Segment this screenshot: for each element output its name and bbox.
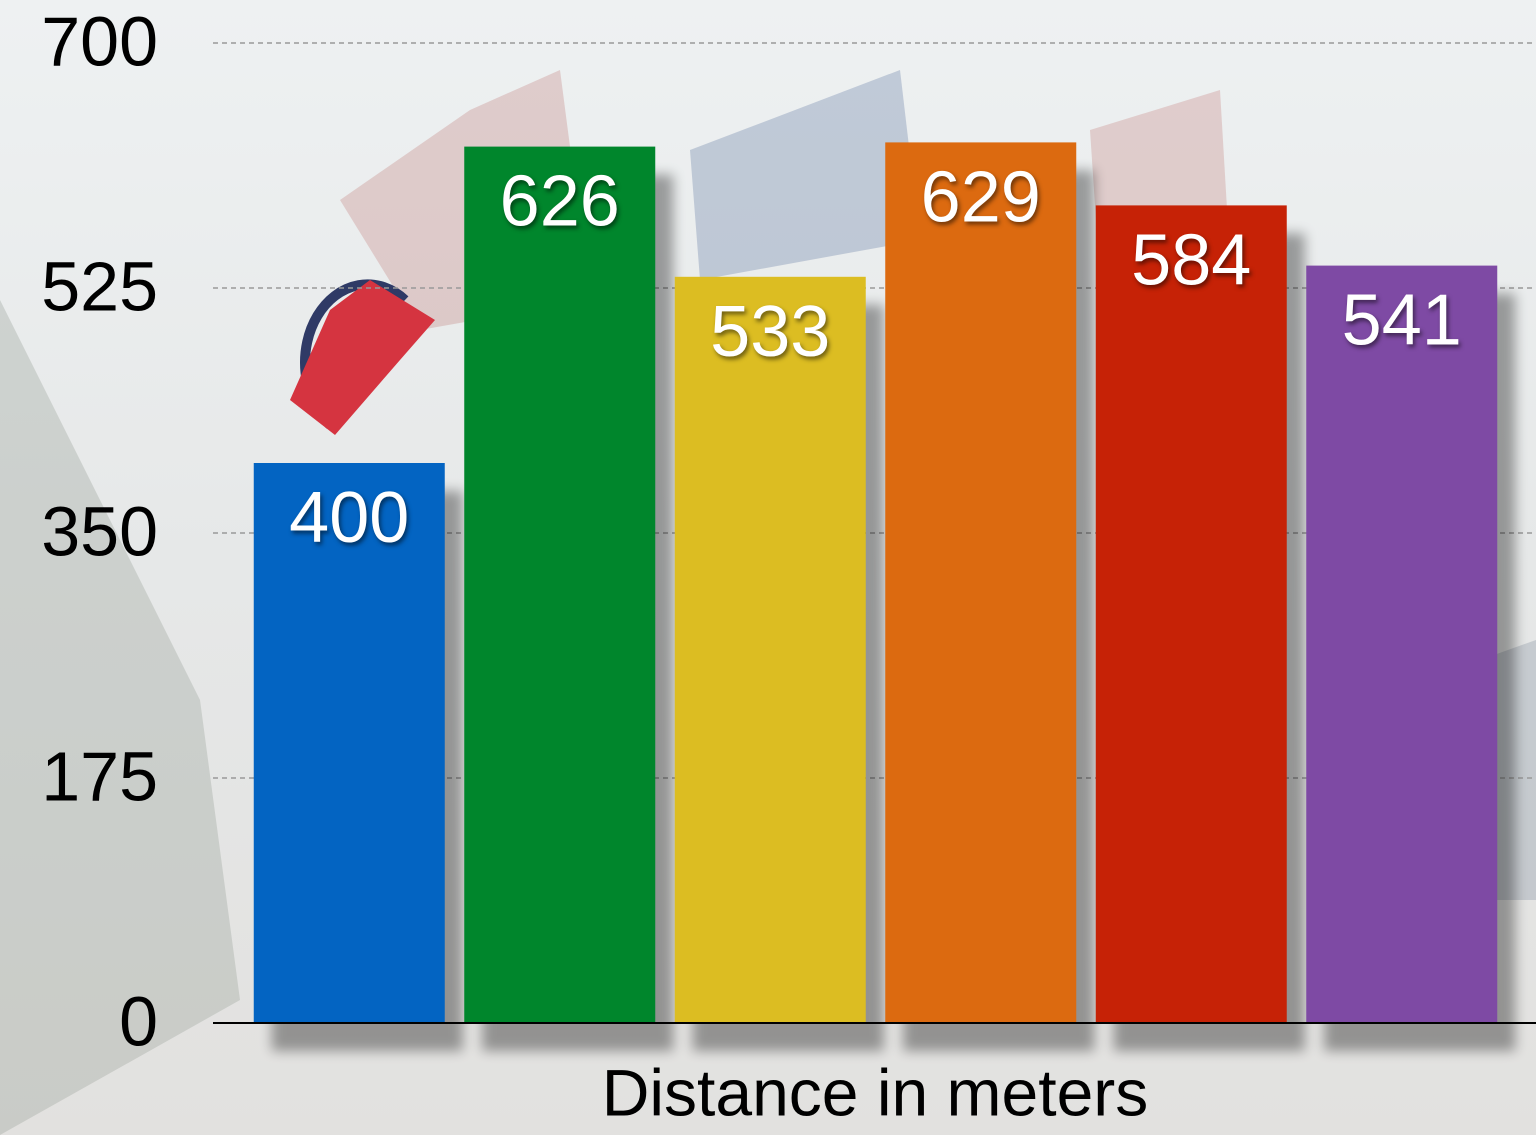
y-tick-label: 525 (41, 247, 158, 325)
bar (1306, 266, 1497, 1023)
value-label: 584 (1131, 220, 1251, 300)
value-label: 541 (1342, 281, 1462, 361)
value-label: 629 (921, 157, 1041, 237)
x-axis-label: Distance in meters (602, 1055, 1149, 1129)
bar (464, 147, 655, 1023)
value-label: 626 (500, 162, 620, 242)
chart: 0 175 350 525 700 400 626 533 629 584 541 Distanc… (0, 0, 1536, 1135)
y-tick-label: 700 (41, 2, 158, 80)
value-label: 400 (289, 478, 409, 558)
y-tick-label: 350 (41, 492, 158, 570)
bar (675, 277, 866, 1023)
bar (885, 142, 1076, 1023)
bar (1096, 205, 1287, 1023)
y-tick-label: 0 (119, 982, 158, 1060)
y-tick-label: 175 (41, 737, 158, 815)
value-label: 533 (710, 292, 830, 372)
